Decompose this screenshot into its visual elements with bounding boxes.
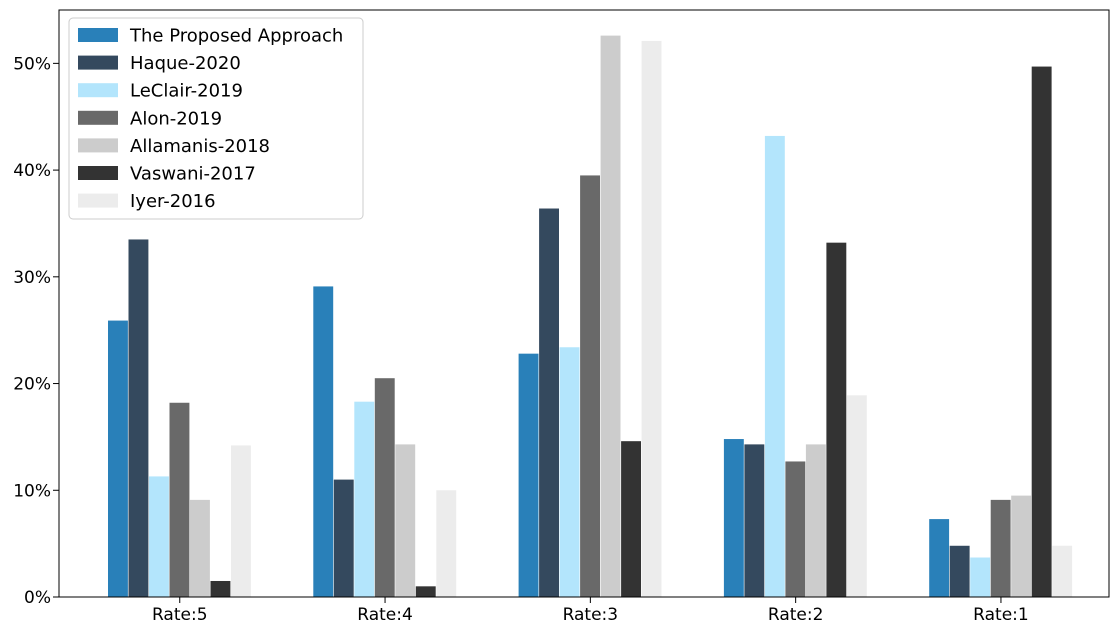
legend-frame: [68, 17, 364, 220]
y-tick-label: 40%: [13, 161, 51, 181]
bar-0-0: [108, 320, 128, 597]
bar-6-0: [231, 445, 251, 597]
y-tick-label: 30%: [13, 268, 51, 288]
legend-swatch-3: [78, 110, 118, 125]
bar-1-3: [744, 444, 765, 597]
bar-6-1: [436, 490, 457, 597]
bar-0-1: [313, 286, 334, 597]
x-tick-label: Rate:5: [152, 605, 208, 623]
y-tick-label: 10%: [13, 481, 51, 501]
bar-3-3: [785, 461, 806, 597]
legend: The Proposed Approach Haque-2020 LeClair-2…: [68, 17, 364, 220]
bar-2-3: [764, 135, 785, 598]
axes-layer: 0% 10% 20% 30% 40% 50% Rate:5 Rate:4 Rate:3 Rate:…: [13, 9, 1110, 623]
y-tick-label: 0%: [24, 588, 51, 608]
bars-layer: [108, 35, 1073, 598]
bar-1-2: [539, 208, 559, 597]
x-tick-label: Rate:3: [563, 605, 619, 623]
legend-label-3: Alon-2019: [130, 108, 222, 129]
bar-5-1: [415, 586, 436, 597]
bar-2-4: [970, 557, 991, 597]
legend-swatch-4: [78, 138, 118, 153]
bar-5-4: [1031, 66, 1052, 598]
bar-5-0: [210, 580, 231, 597]
bar-6-2: [641, 40, 662, 597]
bar-0-4: [929, 519, 950, 597]
legend-label-0: The Proposed Approach: [129, 26, 343, 47]
legend-label-1: Haque-2020: [130, 53, 241, 74]
x-tick-label: Rate:4: [357, 605, 413, 623]
legend-swatch-1: [78, 55, 118, 70]
x-tick-label: Rate:2: [768, 605, 824, 623]
legend-swatch-2: [78, 83, 118, 98]
legend-label-5: Vaswani-2017: [130, 164, 256, 185]
bar-4-2: [600, 35, 621, 597]
bar-2-1: [354, 401, 375, 597]
bar-6-4: [1052, 545, 1073, 597]
bar-1-0: [128, 239, 149, 598]
bar-0-3: [723, 439, 744, 597]
bar-1-1: [333, 479, 354, 597]
bar-3-0: [169, 402, 190, 597]
legend-label-4: Allamanis-2018: [130, 136, 270, 157]
legend-swatch-6: [78, 193, 118, 208]
y-tick-label: 20%: [13, 375, 51, 395]
y-tick-label: 50%: [13, 54, 51, 74]
bar-6-3: [846, 395, 867, 597]
bar-3-1: [374, 378, 395, 597]
x-tick-label: Rate:1: [973, 605, 1029, 623]
bar-2-0: [149, 476, 169, 597]
bar-3-2: [580, 175, 600, 597]
bar-0-2: [518, 353, 539, 597]
bar-5-2: [621, 441, 641, 597]
bar-4-0: [190, 499, 210, 597]
legend-label-2: LeClair-2019: [130, 81, 243, 102]
legend-swatch-0: [78, 28, 118, 42]
plot-frame: [58, 9, 1110, 598]
bar-4-1: [395, 444, 416, 597]
bar-1-4: [949, 545, 970, 597]
bar-3-4: [990, 499, 1011, 597]
bar-2-2: [559, 347, 580, 597]
legend-swatch-5: [78, 166, 118, 180]
bar-4-3: [805, 444, 826, 597]
bar-4-4: [1011, 495, 1032, 597]
bar-5-3: [826, 242, 847, 597]
legend-label-6: Iyer-2016: [130, 191, 216, 212]
